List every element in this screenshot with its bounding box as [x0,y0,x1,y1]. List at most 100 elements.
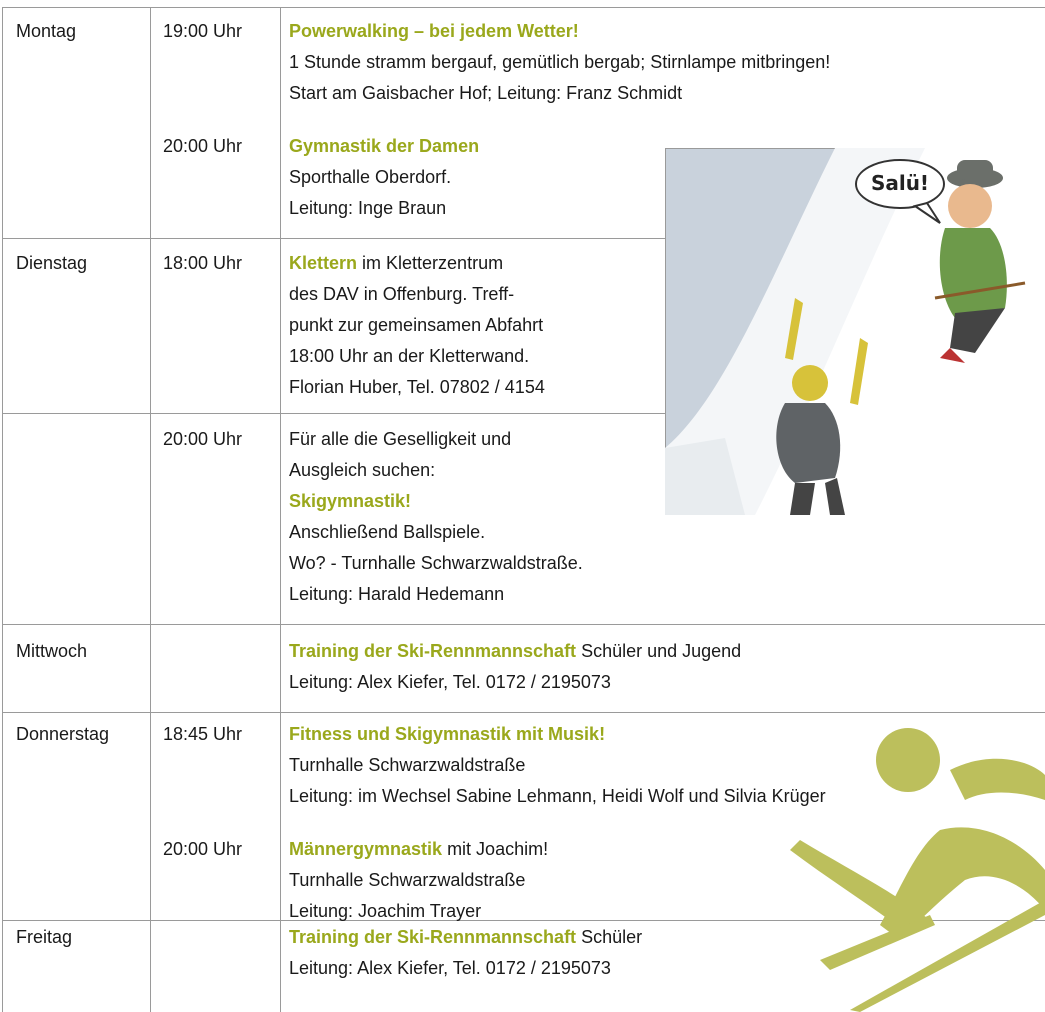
rule [2,413,665,414]
line: 1 Stunde stramm bergauf, gemütlich berga… [289,47,1045,78]
rule [2,624,1045,625]
description: Klettern im Kletterzentrum des DAV in Off… [289,248,1045,403]
rule [150,7,151,1012]
line: Powerwalking – bei jedem Wetter! [289,16,1045,47]
line: Leitung: Joachim Trayer [289,896,1045,927]
line: Männergymnastik mit Joachim! [289,834,1045,865]
entry: 18:00 Uhr Klettern im Kletterzentrum des D… [0,248,1045,403]
highlight: Training der Ski-Rennmannschaft [289,927,577,947]
schedule-row: Freitag Training der Ski-Rennmannschaft S… [0,922,1045,984]
entry: 20:00 Uhr Gymnastik der Damen Sporthalle O… [0,131,1045,224]
text: im Kletterzentrum [362,253,504,273]
text: Schüler und Jugend [581,641,742,661]
text: Leitung: Alex Kiefer, Tel. 0172 / 219507… [289,958,611,978]
description: Powerwalking – bei jedem Wetter! 1 Stunde… [289,16,1045,109]
rule [2,7,3,1012]
highlight: Training der Ski-Rennmannschaft [289,641,577,661]
schedule-row: Dienstag 18:00 Uhr Klettern im Kletterzent… [0,248,1045,403]
description: Training der Ski-Rennmannschaft Schüler … [289,636,1045,698]
day: Freitag [16,927,73,947]
line: punkt zur gemeinsamen Abfahrt [289,310,1045,341]
schedule-row: Mittwoch Training der Ski-Rennmannschaft … [0,636,1045,698]
time: 18:45 Uhr [163,724,243,744]
rule [2,238,665,239]
text: 18:00 Uhr an der Kletterwand. [289,346,530,366]
line: Leitung: Harald Hedemann [289,579,1045,610]
line: des DAV in Offenburg. Treff- [289,279,1045,310]
day: Mittwoch [16,641,88,661]
text: Wo? - Turnhalle Schwarzwaldstraße. [289,553,583,573]
text: Florian Huber, Tel. 07802 / 4154 [289,377,545,397]
line: Fitness und Skigymnastik mit Musik! [289,719,1045,750]
speech-bubble: Salü! [871,171,929,195]
entry: 20:00 Uhr Männergymnastik mit Joachim! Tur… [0,834,1045,927]
line: Leitung: Alex Kiefer, Tel. 0172 / 219507… [289,953,1045,984]
text: Start am Gaisbacher Hof; Leitung: Franz … [289,83,683,103]
line: Leitung: Alex Kiefer, Tel. 0172 / 219507… [289,667,1045,698]
line: Florian Huber, Tel. 07802 / 4154 [289,372,1045,403]
day: Donnerstag [16,724,110,744]
text: mit Joachim! [447,839,549,859]
description: Fitness und Skigymnastik mit Musik! Turnh… [289,719,1045,812]
highlight: Powerwalking – bei jedem Wetter! [289,21,579,41]
schedule-row: Montag 19:00 Uhr Powerwalking – bei jedem … [0,16,1045,224]
time: 20:00 Uhr [163,136,243,156]
line: Klettern im Kletterzentrum [289,248,1045,279]
illustration: Salü! [665,148,1045,515]
text: Leitung: Harald Hedemann [289,584,505,604]
line: Ausgleich suchen: [289,455,1045,486]
rule [2,712,1045,713]
text: Schüler [581,927,643,947]
entry: Training der Ski-Rennmannschaft Schüler L… [0,922,1045,984]
line: Leitung: im Wechsel Sabine Lehmann, Heid… [289,781,1045,812]
schedule-row: Donnerstag 18:45 Uhr Fitness und Skigymnas… [0,719,1045,927]
line: 18:00 Uhr an der Kletterwand. [289,341,1045,372]
text: Ausgleich suchen: [289,460,436,480]
skier-logo [790,728,1045,1012]
highlight: Gymnastik der Damen [289,136,480,156]
description: Männergymnastik mit Joachim! Turnhalle Sc… [289,834,1045,927]
line: Training der Ski-Rennmannschaft Schüler [289,922,1045,953]
time: 19:00 Uhr [163,21,243,41]
text: punkt zur gemeinsamen Abfahrt [289,315,544,335]
description: Gymnastik der Damen Sporthalle Oberdorf. L… [289,131,1045,224]
line: Turnhalle Schwarzwaldstraße [289,865,1045,896]
rule [280,7,281,1012]
entry: 20:00 Uhr Für alle die Geselligkeit und Au… [0,424,1045,610]
time: 18:00 Uhr [163,253,243,273]
text: 1 Stunde stramm bergauf, gemütlich berga… [289,52,831,72]
text: Leitung: Alex Kiefer, Tel. 0172 / 219507… [289,672,611,692]
highlight: Männergymnastik [289,839,443,859]
line: Für alle die Geselligkeit und [289,424,1045,455]
entry: Training der Ski-Rennmannschaft Schüler … [0,636,1045,698]
highlight: Fitness und Skigymnastik mit Musik! [289,724,606,744]
description: Training der Ski-Rennmannschaft Schüler L… [289,922,1045,984]
text: Leitung: Joachim Trayer [289,901,482,921]
line: Gymnastik der Damen [289,131,1045,162]
text: Turnhalle Schwarzwaldstraße [289,755,526,775]
line: Anschließend Ballspiele. [289,517,1045,548]
text: Anschließend Ballspiele. [289,522,486,542]
line: Wo? - Turnhalle Schwarzwaldstraße. [289,548,1045,579]
time: 20:00 Uhr [163,839,243,859]
line: Leitung: Inge Braun [289,193,1045,224]
schedule-row: 20:00 Uhr Für alle die Geselligkeit und Au… [0,424,1045,610]
text: Sporthalle Oberdorf. [289,167,452,187]
entry: 19:00 Uhr Powerwalking – bei jedem Wetter… [0,16,1045,109]
text: Leitung: Inge Braun [289,198,447,218]
highlight: Skigymnastik! [289,491,412,511]
description: Für alle die Geselligkeit und Ausgleich s… [289,424,1045,610]
line: Training der Ski-Rennmannschaft Schüler … [289,636,1045,667]
line: Sporthalle Oberdorf. [289,162,1045,193]
rule [2,920,1045,921]
time: 20:00 Uhr [163,429,243,449]
text: des DAV in Offenburg. Treff- [289,284,515,304]
highlight: Klettern [289,253,358,273]
line: Start am Gaisbacher Hof; Leitung: Franz … [289,78,1045,109]
line: Turnhalle Schwarzwaldstraße [289,750,1045,781]
day: Montag [16,21,77,41]
text: Leitung: im Wechsel Sabine Lehmann, Heid… [289,786,826,806]
text: Für alle die Geselligkeit und [289,429,512,449]
text: Turnhalle Schwarzwaldstraße [289,870,526,890]
